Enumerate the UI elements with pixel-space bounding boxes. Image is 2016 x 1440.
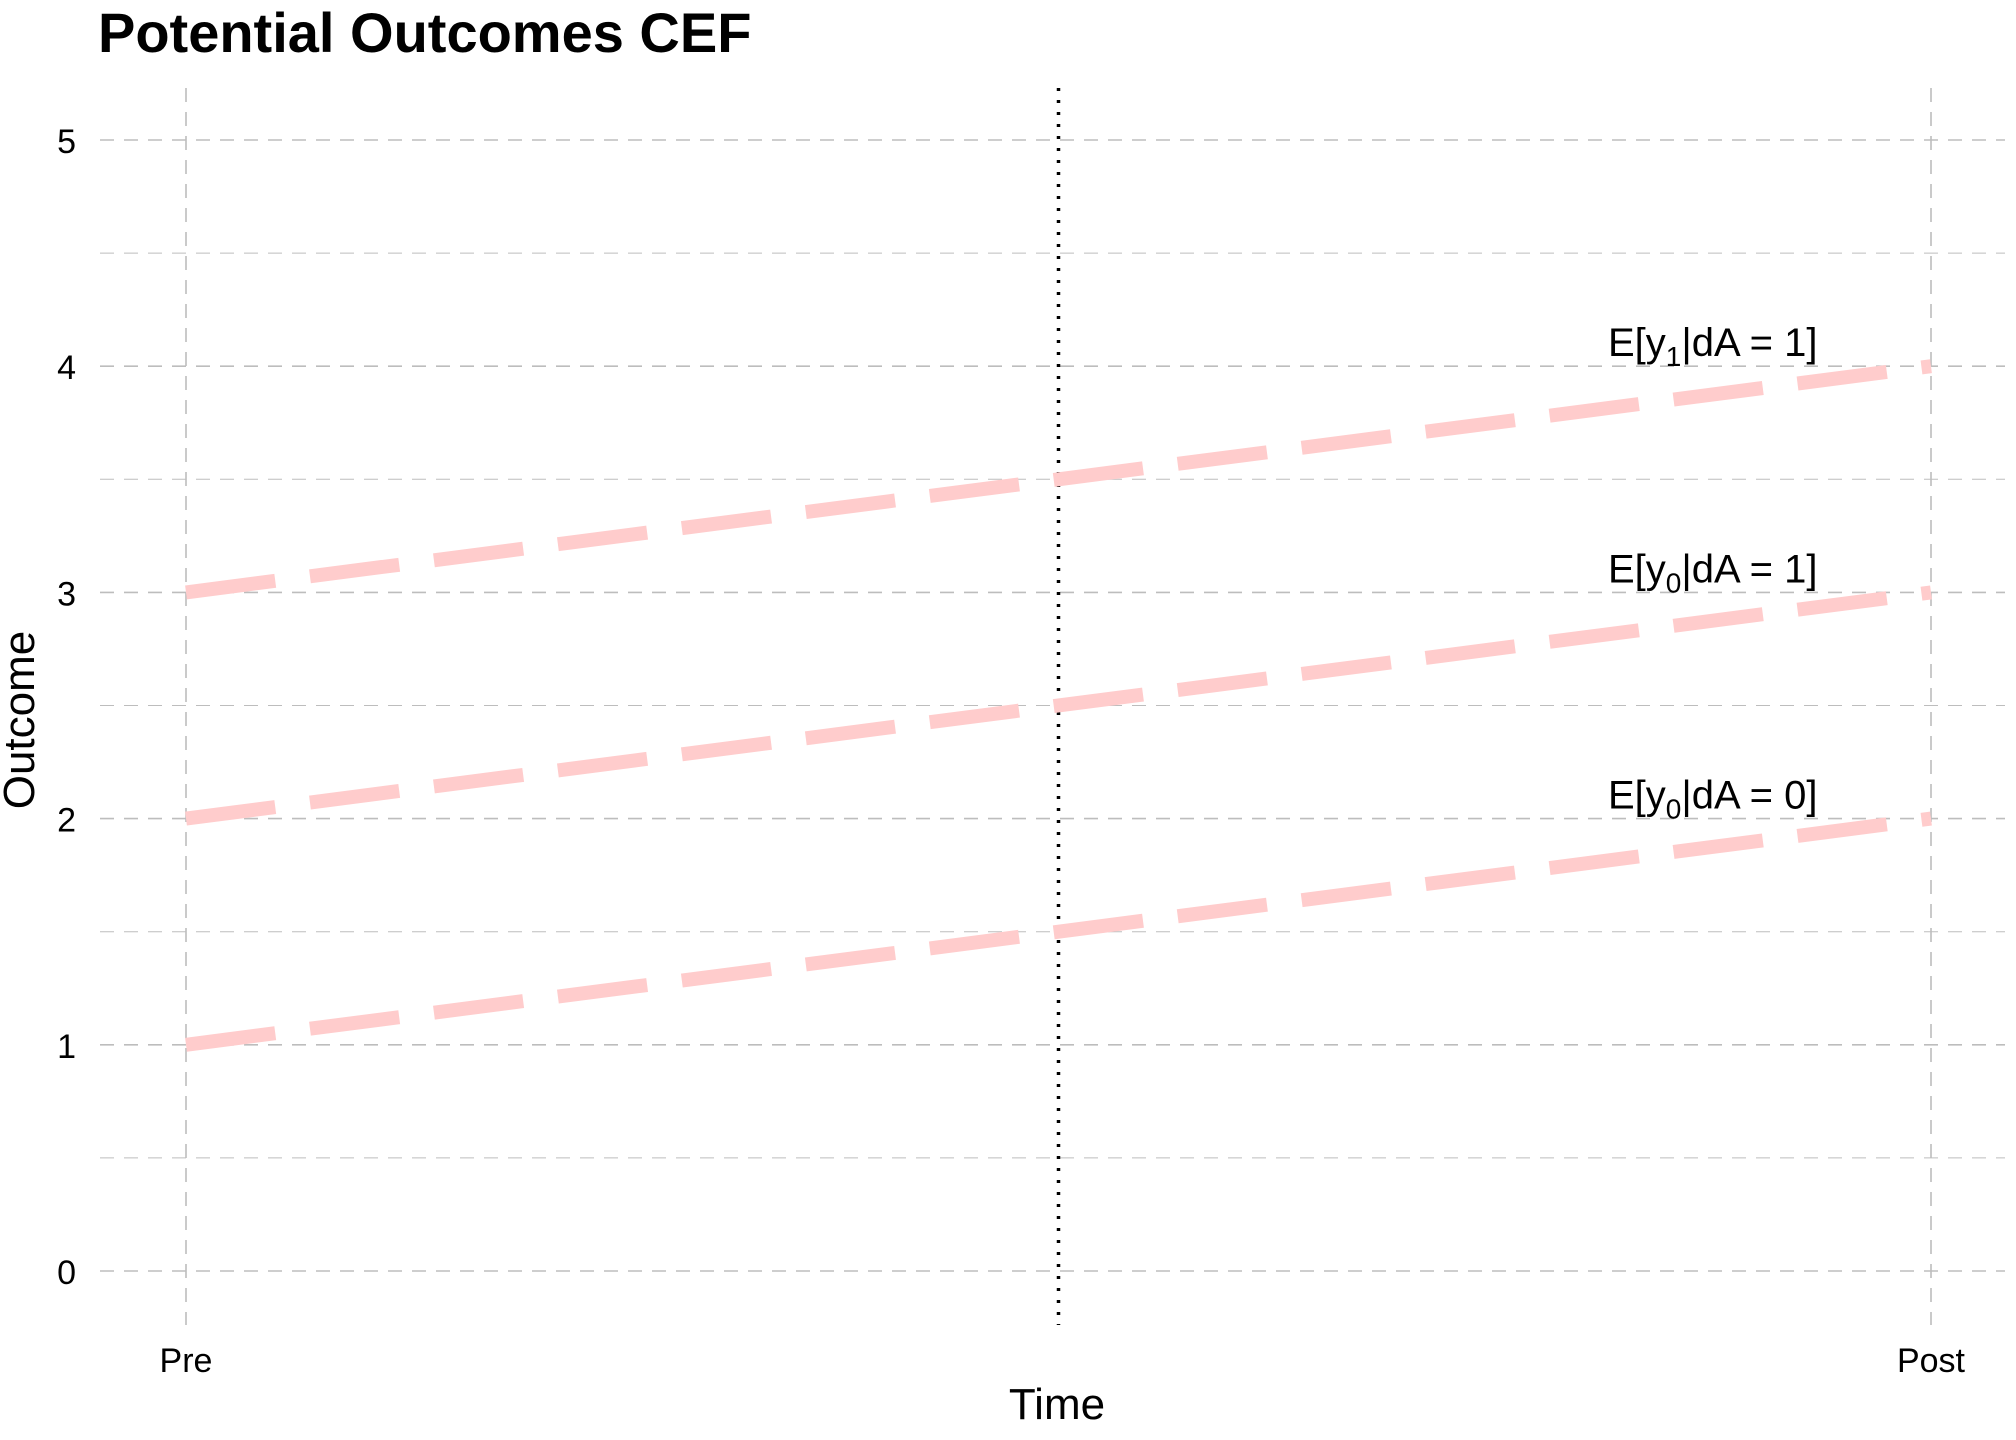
- series-label: E[y1|dA = 1]: [1608, 321, 1817, 372]
- series-line: [185, 585, 1932, 826]
- series-lines: [185, 88, 1932, 1325]
- x-axis-title: Time: [1008, 1380, 1106, 1429]
- y-tick-label: 5: [57, 123, 76, 161]
- x-tick-label: Post: [1897, 1342, 1966, 1380]
- y-tick-label: 2: [57, 802, 76, 840]
- series-line: [185, 359, 1932, 600]
- grid-lines: [100, 88, 2005, 1325]
- series-label: E[y0|dA = 1]: [1608, 547, 1817, 598]
- series-label: E[y0|dA = 0]: [1608, 774, 1817, 825]
- axis-ticks: 0 1 2 3 4 5 Pre Post: [57, 123, 1965, 1380]
- y-tick-label: 0: [57, 1254, 76, 1292]
- y-tick-label: 3: [57, 575, 76, 613]
- chart-title: Potential Outcomes CEF: [98, 1, 752, 64]
- series-labels: E[y1|dA = 1] E[y0|dA = 1] E[y0|dA = 0]: [1608, 321, 1817, 824]
- y-tick-label: 1: [57, 1028, 76, 1066]
- x-tick-label: Pre: [160, 1342, 213, 1380]
- series-line: [185, 811, 1932, 1052]
- y-tick-label: 4: [57, 349, 76, 387]
